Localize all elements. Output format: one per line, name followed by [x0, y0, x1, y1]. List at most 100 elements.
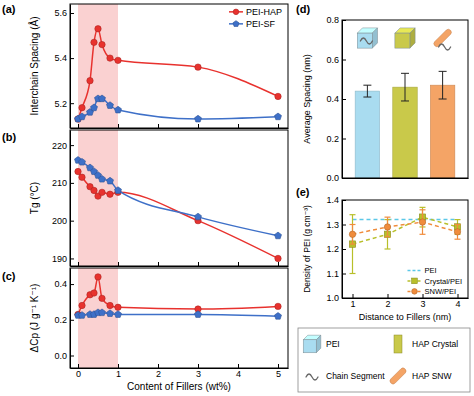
icon-face — [410, 28, 415, 48]
marker — [79, 105, 85, 111]
tick-label: 1.3 — [326, 220, 339, 230]
series-line — [78, 29, 278, 119]
tick-label: 1.1 — [326, 269, 339, 279]
tick-label: 5.6 — [54, 8, 67, 18]
tick-mark — [278, 364, 279, 368]
series-line — [78, 160, 278, 236]
marker — [115, 187, 122, 194]
error-bar-cap — [439, 71, 447, 72]
error-bar — [401, 73, 409, 101]
tick-label: 2 — [385, 299, 390, 309]
error-bar-cap — [420, 234, 426, 235]
marker — [79, 312, 86, 319]
panel-title: (e) — [296, 186, 310, 198]
tick-mark — [238, 124, 239, 128]
icon-rod — [389, 367, 407, 385]
tick-label: 1 — [116, 369, 121, 379]
x-axis-tick: 3 — [196, 364, 201, 379]
highlight-band — [78, 268, 118, 368]
icon-face — [357, 33, 372, 48]
icon-chain — [306, 374, 318, 380]
tick-label: 220 — [52, 140, 67, 150]
error-bar — [385, 217, 391, 237]
y-axis-tick: 0.2 — [326, 134, 346, 144]
marker — [91, 290, 97, 296]
tick-label: 5.4 — [54, 53, 67, 63]
y-axis-title: Interchain Spacing (Å) — [28, 17, 40, 116]
series-line — [353, 217, 458, 244]
tick-mark — [198, 364, 199, 368]
y-axis-tick: 1.3 — [326, 220, 346, 230]
tick-mark — [278, 262, 279, 266]
marker — [91, 104, 98, 111]
marker — [115, 304, 121, 310]
tick-mark — [342, 60, 346, 61]
tick-label: 190 — [52, 254, 67, 264]
error-bar-cap — [439, 99, 447, 100]
tick-mark — [238, 262, 239, 266]
y-axis-title: Average Spacing (nm) — [302, 54, 312, 143]
legend-marker — [233, 21, 239, 27]
marker — [195, 213, 202, 220]
tick-label: 0.2 — [54, 315, 67, 325]
chart-panel: 5.25.45.6(a)Interchain Spacing (Å)PEI-HA… — [2, 3, 289, 129]
tick-label: 4 — [236, 369, 241, 379]
marker — [107, 191, 113, 197]
panel-title: (a) — [2, 3, 16, 15]
tick-label: 4 — [455, 299, 460, 309]
schematic-legend-label: Chain Segment — [326, 371, 385, 381]
marker — [107, 310, 114, 317]
x-axis: 012345 — [71, 364, 289, 379]
x-axis-title: Content of Fillers (wt%) — [127, 381, 231, 392]
y-axis-tick: 190 — [52, 254, 74, 264]
tick-mark — [70, 221, 74, 222]
icon-chain — [360, 38, 372, 44]
tick-label: 0.2 — [326, 134, 339, 144]
tick-label: 1.2 — [326, 244, 339, 254]
schematic-legend-label: PEI — [326, 339, 340, 349]
y-axis-tick: 0.4 — [326, 94, 346, 104]
tick-label: 3 — [196, 369, 201, 379]
tick-label: 0.6 — [326, 55, 339, 65]
marker — [95, 274, 101, 280]
tick-label: 3 — [420, 299, 425, 309]
x-axis-title: Distance to Fillers (nm) — [359, 312, 452, 322]
series-line — [353, 219, 458, 221]
marker — [79, 174, 85, 180]
tick-label: 0.0 — [326, 173, 339, 183]
tick-mark — [118, 124, 119, 128]
tick-mark — [118, 262, 119, 266]
x-axis-tick: 5 — [276, 364, 281, 379]
tick-mark — [70, 356, 74, 357]
tick-label: 0.8 — [326, 15, 339, 25]
marker — [99, 41, 105, 47]
plot-area — [75, 130, 282, 266]
legend-label: Crystal/PEI — [424, 277, 462, 286]
error-bar-cap — [455, 239, 461, 240]
icon-face — [303, 340, 316, 353]
marker — [75, 168, 81, 174]
y-axis-tick: 200 — [52, 216, 74, 226]
legend-marker — [412, 278, 418, 284]
chart-panel: 0.00.20.40.60.8(d)Average Spacing (nm) — [296, 3, 469, 183]
error-bar-cap — [363, 85, 371, 86]
x-axis-tick: 2 — [156, 364, 161, 379]
bar-icons — [357, 28, 452, 50]
tick-mark — [70, 284, 74, 285]
y-axis-tick: 1.1 — [326, 269, 346, 279]
marker — [99, 189, 105, 195]
y-axis-tick: 5.4 — [54, 53, 74, 63]
error-bar-cap — [350, 273, 356, 274]
plot-frame — [342, 200, 468, 298]
error-bar-cap — [363, 97, 371, 98]
tick-mark — [388, 294, 389, 298]
y-axis: 190200210220 — [52, 131, 74, 267]
x-axis-tick: 1 — [350, 294, 355, 309]
schematic-legend-label: HAP SNW — [412, 371, 452, 381]
tick-mark — [458, 294, 459, 298]
legend-marker — [233, 9, 239, 15]
legend-label: PEI-HAP — [246, 7, 282, 17]
error-bar — [455, 225, 461, 240]
marker — [91, 187, 97, 193]
highlight-band — [78, 130, 118, 266]
